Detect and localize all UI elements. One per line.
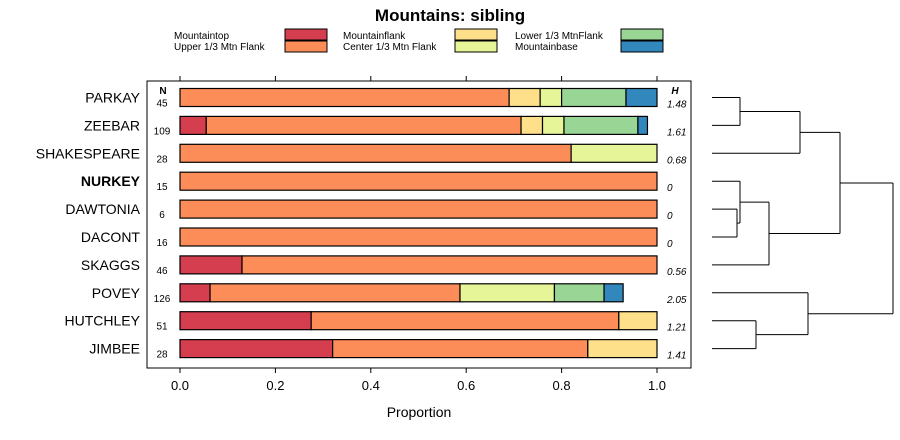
legend-label: Mountainflank: [343, 31, 406, 42]
row-h-value: 1.61: [667, 127, 686, 138]
bar-segment: [179, 87, 510, 108]
bar-segment: [209, 283, 461, 303]
h-column-header: H: [671, 86, 679, 97]
bar-segment: [508, 87, 541, 108]
row-n-value: 51: [156, 322, 168, 333]
bar-segment: [560, 87, 627, 108]
bar-segment: [625, 87, 658, 108]
bar-segment: [179, 143, 572, 163]
row-label: DAWTONIA: [65, 201, 140, 217]
row-h-value: 0: [667, 183, 673, 194]
x-tick-label: 0.6: [457, 378, 475, 393]
row-n-value: 15: [156, 182, 168, 193]
n-column-header: N: [159, 86, 166, 97]
row-h-value: 1.48: [667, 100, 687, 111]
row-h-value: 1.41: [667, 351, 686, 362]
bar-segment: [520, 115, 544, 136]
row-n-value: 109: [154, 126, 171, 137]
legend-swatch: [454, 40, 498, 53]
row-label: SKAGGS: [81, 257, 140, 273]
bar-segment: [179, 227, 658, 247]
row-h-value: 0: [667, 211, 673, 222]
x-tick-label: 0.4: [362, 378, 380, 393]
x-tick-label: 0.8: [553, 378, 571, 393]
row-h-value: 0: [667, 239, 673, 250]
bar-segment: [179, 339, 334, 359]
bar-segment: [179, 199, 658, 219]
row-n-value: 16: [156, 238, 168, 249]
bar-segment: [587, 339, 658, 359]
plot-area: 0.0 0.2 0.4 0.6 0.8 1.0 N H PARKAY 45 1.48 ZEEBAR 10…: [36, 76, 692, 393]
legend-label: Mountainbase: [515, 42, 578, 53]
bar-segment: [179, 171, 658, 191]
bar-segment: [539, 87, 563, 108]
chart-title: Mountains: sibling: [375, 6, 525, 25]
row-h-value: 0.56: [667, 267, 687, 278]
row-label: SHAKESPEARE: [36, 145, 140, 161]
row-label: JIMBEE: [89, 341, 140, 357]
bar-segment: [563, 115, 639, 136]
row-h-value: 0.68: [667, 155, 687, 166]
bar-segment: [459, 283, 556, 303]
bar-segment: [618, 311, 658, 331]
bar-segment: [570, 143, 658, 163]
plot-frame: [146, 80, 692, 369]
legend-label: Center 1/3 Mtn Flank: [343, 42, 437, 53]
row-label: HUTCHLEY: [65, 313, 141, 329]
x-tick-label: 1.0: [648, 378, 666, 393]
bar-segment: [179, 115, 207, 136]
row-label: PARKAY: [85, 90, 140, 106]
row-label: ZEEBAR: [84, 117, 140, 133]
row-n-value: 28: [156, 154, 168, 165]
x-axis-label: Proportion: [387, 404, 452, 420]
row-label: POVEY: [92, 285, 141, 301]
bar-segment: [179, 255, 243, 275]
bar-segment: [179, 311, 312, 331]
legend-label: Upper 1/3 Mtn Flank: [174, 42, 266, 53]
bar-segment: [332, 339, 589, 359]
x-tick-label: 0.0: [171, 378, 189, 393]
bar-segment: [179, 283, 211, 303]
legend-swatch: [620, 28, 664, 41]
row-n-value: 28: [156, 350, 168, 361]
bar-segment: [603, 283, 624, 303]
row-n-value: 46: [156, 266, 168, 277]
bar-segment: [310, 311, 620, 331]
row-h-value: 1.21: [667, 323, 686, 334]
legend-label: Mountaintop: [174, 31, 229, 42]
legend-swatch: [620, 40, 664, 53]
dendrogram: [712, 97, 894, 350]
row-n-value: 6: [159, 210, 165, 221]
bar-segment: [541, 115, 565, 136]
bar-segment: [637, 115, 649, 136]
row-h-value: 2.05: [666, 295, 687, 306]
row-label: NURKEY: [81, 173, 141, 189]
legend-swatch: [284, 28, 328, 41]
row-n-value: 126: [154, 294, 171, 305]
x-tick-label: 0.2: [266, 378, 284, 393]
row-label: DACONT: [81, 229, 141, 245]
bar-segment: [553, 283, 605, 303]
bar-segment: [241, 255, 658, 275]
legend-label: Lower 1/3 MtnFlank: [515, 31, 604, 42]
legend-swatch: [454, 28, 498, 41]
row-n-value: 45: [156, 99, 168, 110]
legend-swatch: [284, 40, 328, 53]
bar-segment: [205, 115, 522, 136]
